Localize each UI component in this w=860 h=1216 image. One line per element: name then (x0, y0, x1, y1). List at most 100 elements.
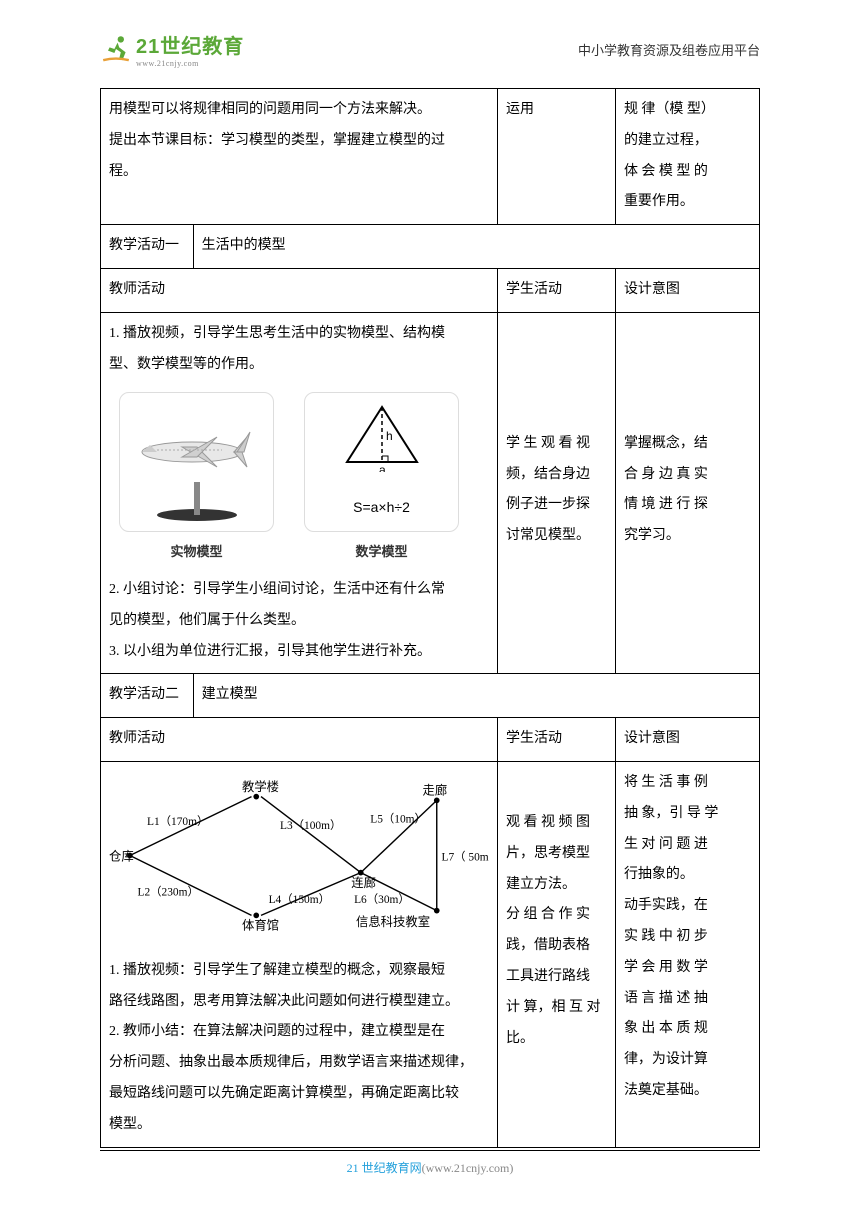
text-line: 实 践 中 初 步 (624, 922, 751, 953)
text-line: 型、数学模型等的作用。 (109, 350, 489, 381)
text-line: 用模型可以将规律相同的问题用同一个方法来解决。 (109, 95, 489, 126)
text-line: 的建立过程， (624, 126, 751, 157)
text-line: 观 看 视 频 图 (506, 808, 607, 839)
text-line: 语 言 描 述 抽 (624, 984, 751, 1015)
text-line: 运用 (506, 95, 607, 126)
text-line: 体 会 模 型 的 (624, 157, 751, 188)
svg-text:L1（170m）: L1（170m） (147, 815, 208, 828)
page-footer: 21 世纪教育网(www.21cnjy.com) (0, 1150, 860, 1176)
col-header-intent-2: 设计意图 (615, 718, 759, 762)
text-line: 法奠定基础。 (624, 1076, 751, 1107)
svg-text:走廊: 走廊 (423, 783, 448, 798)
svg-text:L3（100m）: L3（100m） (280, 819, 341, 832)
path-graph: 仓库 教学楼 体育馆 连廊 走廊 信息科技教室 L1（170m） L2（230m… (109, 778, 489, 946)
act1-intent-cell: 掌握概念，结 合 身 边 真 实 情 境 进 行 探 究学习。 (615, 312, 759, 674)
intro-teacher-cell: 用模型可以将规律相同的问题用同一个方法来解决。 提出本节课目标：学习模型的类型，… (101, 89, 498, 225)
col-header-teacher-2: 教师活动 (101, 718, 498, 762)
text-line: 提出本节课目标：学习模型的类型，掌握建立模型的过 (109, 126, 489, 157)
logo-subtitle: www.21cnjy.com (136, 59, 244, 68)
text-line: 将 生 活 事 例 (624, 768, 751, 799)
lesson-table: 用模型可以将规律相同的问题用同一个方法来解决。 提出本节课目标：学习模型的类型，… (100, 88, 760, 1148)
math-model-card: h a S=a×h÷2 数学模型 (304, 392, 459, 567)
text-line: 规 律（模 型） (624, 95, 751, 126)
text-line: 分 组 合 作 实 (506, 900, 607, 931)
text-line: 情 境 进 行 探 (624, 490, 751, 521)
col-header-intent: 设计意图 (615, 268, 759, 312)
physical-model-caption: 实物模型 (119, 538, 274, 567)
area-formula: S=a×h÷2 (342, 492, 422, 523)
act2-student-cell: 观 看 视 频 图 片，思考模型 建立方法。 分 组 合 作 实 践，借助表格 … (498, 761, 616, 1147)
airplane-model-image (119, 392, 274, 532)
svg-text:连廊: 连廊 (351, 875, 376, 890)
act1-teacher-cell: 1. 播放视频，引导学生思考生活中的实物模型、结构模 型、数学模型等的作用。 (101, 312, 498, 674)
text-line: 律，为设计算 (624, 1045, 751, 1076)
text-line: 生 对 问 题 进 (624, 830, 751, 861)
text-line: 重要作用。 (624, 187, 751, 218)
text-line: 究学习。 (624, 521, 751, 552)
intro-intent-cell: 规 律（模 型） 的建立过程， 体 会 模 型 的 重要作用。 (615, 89, 759, 225)
logo: 21世纪教育 www.21cnjy.com (100, 30, 244, 68)
text-line: 见的模型，他们属于什么类型。 (109, 606, 489, 637)
svg-text:L6（30m）: L6（30m） (354, 893, 410, 906)
intro-student-cell: 运用 (498, 89, 616, 225)
text-line: 频，结合身边 (506, 460, 607, 491)
section2-title: 建立模型 (193, 674, 759, 718)
text-line: 1. 播放视频：引导学生了解建立模型的概念，观察最短 (109, 956, 489, 987)
text-line: 践，借助表格 (506, 931, 607, 962)
math-model-caption: 数学模型 (304, 538, 459, 567)
section1-label: 教学活动一 (101, 225, 194, 269)
text-line: 程。 (109, 157, 489, 188)
text-line: 动手实践，在 (624, 891, 751, 922)
svg-text:教学楼: 教学楼 (242, 779, 279, 794)
text-line: 片，思考模型 (506, 839, 607, 870)
col-header-student-2: 学生活动 (498, 718, 616, 762)
model-images-row: 实物模型 h a S=a×h÷2 (119, 392, 489, 567)
text-line: 行抽象的。 (624, 860, 751, 891)
text-line: 学 生 观 看 视 (506, 429, 607, 460)
svg-text:L5（10m）: L5（10m） (370, 812, 426, 825)
text-line: 2. 教师小结：在算法解决问题的过程中，建立模型是在 (109, 1017, 489, 1048)
text-line: 2. 小组讨论：引导学生小组间讨论，生活中还有什么常 (109, 575, 489, 606)
col-header-student: 学生活动 (498, 268, 616, 312)
footer-brand: 21 世纪教育网 (347, 1161, 422, 1175)
footer-url: (www.21cnjy.com) (422, 1161, 514, 1175)
col-header-teacher: 教师活动 (101, 268, 498, 312)
text-line: 学 会 用 数 学 (624, 953, 751, 984)
text-line: 1. 播放视频，引导学生思考生活中的实物模型、结构模 (109, 319, 489, 350)
physical-model-card: 实物模型 (119, 392, 274, 567)
text-line: 例子进一步探 (506, 490, 607, 521)
text-line: 合 身 边 真 实 (624, 460, 751, 491)
act1-student-cell: 学 生 观 看 视 频，结合身边 例子进一步探 讨常见模型。 (498, 312, 616, 674)
text-line: 工具进行路线 (506, 962, 607, 993)
main-content: 用模型可以将规律相同的问题用同一个方法来解决。 提出本节课目标：学习模型的类型，… (0, 78, 860, 1148)
header-platform-text: 中小学教育资源及组卷应用平台 (578, 40, 760, 59)
text-line: 分析问题、抽象出最本质规律后，用数学语言来描述规律， (109, 1048, 489, 1079)
runner-icon (100, 33, 132, 65)
svg-text:仓库: 仓库 (109, 848, 134, 863)
text-line: 3. 以小组为单位进行汇报，引导其他学生进行补充。 (109, 637, 489, 668)
text-line: 比。 (506, 1024, 607, 1055)
text-line: 路径线路图，思考用算法解决此问题如何进行模型建立。 (109, 987, 489, 1018)
svg-text:a: a (379, 463, 386, 472)
svg-text:L4（150m）: L4（150m） (269, 893, 330, 906)
svg-text:体育馆: 体育馆 (242, 918, 279, 933)
text-line: 掌握概念，结 (624, 429, 751, 460)
page-header: 21世纪教育 www.21cnjy.com 中小学教育资源及组卷应用平台 (0, 0, 860, 78)
act2-intent-cell: 将 生 活 事 例 抽 象，引 导 学 生 对 问 题 进 行抽象的。 动手实践… (615, 761, 759, 1147)
svg-text:h: h (386, 429, 393, 443)
svg-text:信息科技教室: 信息科技教室 (356, 914, 430, 929)
text-line: 计 算，相 互 对 (506, 993, 607, 1024)
logo-title: 21世纪教育 (136, 30, 244, 59)
section2-label: 教学活动二 (101, 674, 194, 718)
act2-teacher-cell: 仓库 教学楼 体育馆 连廊 走廊 信息科技教室 L1（170m） L2（230m… (101, 761, 498, 1147)
text-line: 讨常见模型。 (506, 521, 607, 552)
text-line: 建立方法。 (506, 870, 607, 901)
text-line: 模型。 (109, 1110, 489, 1141)
svg-text:L7（ 50m ）: L7（ 50m ） (442, 850, 490, 863)
svg-text:L2（230m）: L2（230m） (138, 885, 199, 898)
section1-title: 生活中的模型 (193, 225, 759, 269)
text-line: 抽 象，引 导 学 (624, 799, 751, 830)
triangle-formula-image: h a S=a×h÷2 (304, 392, 459, 532)
text-line: 象 出 本 质 规 (624, 1014, 751, 1045)
text-line: 最短路线问题可以先确定距离计算模型，再确定距离比较 (109, 1079, 489, 1110)
